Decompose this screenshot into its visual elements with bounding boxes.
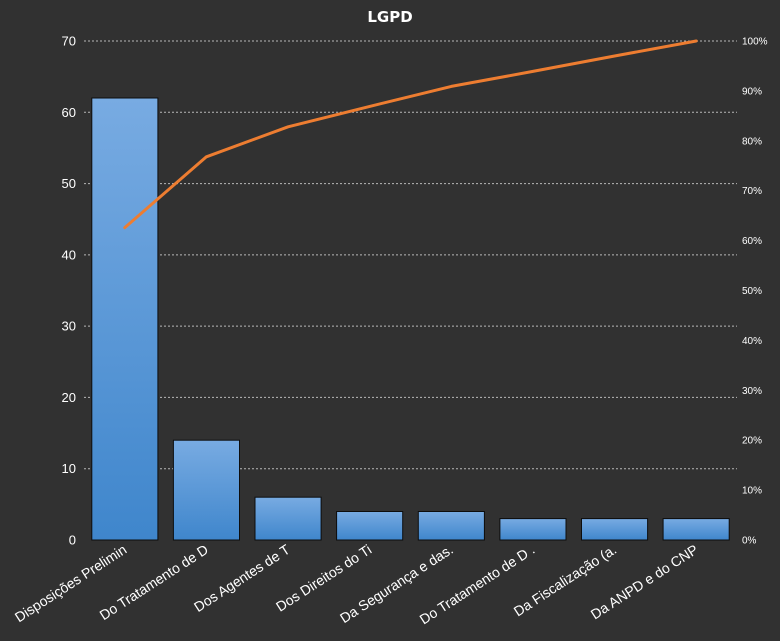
y2-tick-label: 80% xyxy=(742,136,762,147)
y-tick-label: 10 xyxy=(62,461,76,476)
bar-4 xyxy=(336,511,404,541)
y2-tick-label: 100% xyxy=(742,37,768,48)
bar-2 xyxy=(172,439,240,541)
cumulative-percent-line xyxy=(123,39,698,230)
y2-tick-label: 30% xyxy=(742,386,762,397)
y-tick-label: 40 xyxy=(62,247,76,262)
bar-7 xyxy=(581,518,649,541)
y-tick-label: 60 xyxy=(62,105,76,120)
y-tick-label: 50 xyxy=(62,176,76,191)
y-tick-label: 0 xyxy=(69,533,76,548)
y2-tick-label: 60% xyxy=(742,236,762,247)
grid-lines xyxy=(84,40,737,470)
cumulative-line xyxy=(123,39,698,230)
y2-tick-label: 10% xyxy=(742,486,762,497)
y-axis: 0 10 20 30 40 50 60 70 xyxy=(62,34,76,548)
y2-tick-label: 70% xyxy=(742,186,762,197)
y2-tick-label: 20% xyxy=(742,436,762,447)
bar-8 xyxy=(662,518,730,541)
y-tick-label: 30 xyxy=(62,319,76,334)
bar-1 xyxy=(91,97,159,541)
secondary-y-axis: 0% 10% 20% 30% 40% 50% 60% 70% 80% 90% 100% xyxy=(742,37,768,547)
y-tick-label: 70 xyxy=(62,34,76,49)
bar-5 xyxy=(417,511,485,541)
y-tick-label: 20 xyxy=(62,390,76,405)
y2-tick-label: 50% xyxy=(742,286,762,297)
y2-tick-label: 40% xyxy=(742,336,762,347)
y2-tick-label: 0% xyxy=(742,536,757,547)
bar-3 xyxy=(254,496,322,541)
chart-title: LGPD xyxy=(367,8,412,26)
bar-6 xyxy=(499,518,567,541)
y2-tick-label: 90% xyxy=(742,86,762,97)
bars xyxy=(91,97,730,541)
